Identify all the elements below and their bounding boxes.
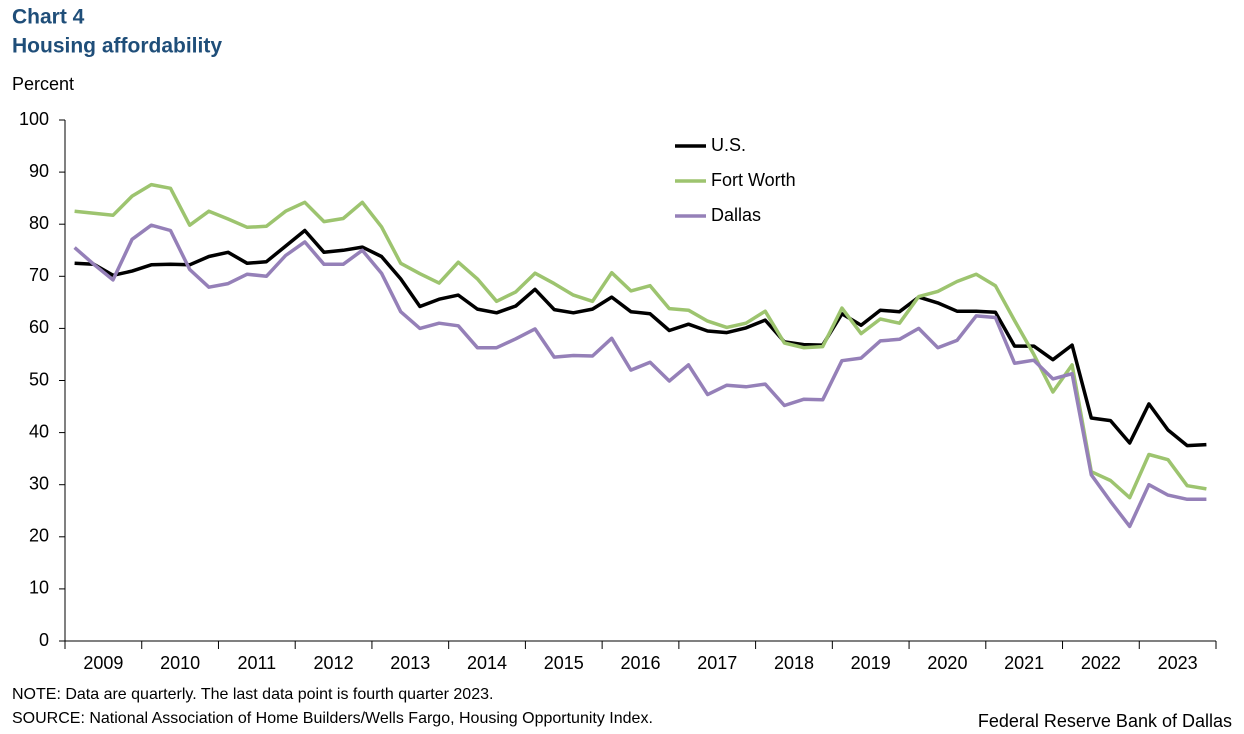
x-tick-label: 2015 [544, 653, 584, 673]
x-tick-label: 2012 [314, 653, 354, 673]
y-tick-label: 80 [29, 213, 49, 233]
y-tick-label: 20 [29, 526, 49, 546]
credit: Federal Reserve Bank of Dallas [978, 711, 1232, 731]
x-tick-label: 2021 [1004, 653, 1044, 673]
legend-label: Dallas [711, 205, 761, 225]
series-line [73, 223, 1207, 529]
x-tick-label: 2016 [620, 653, 660, 673]
source: SOURCE: National Association of Home Bui… [12, 710, 653, 727]
x-tick-label: 2013 [390, 653, 430, 673]
x-tick-label: 2019 [851, 653, 891, 673]
legend-label: Fort Worth [711, 170, 796, 190]
series-line [74, 228, 1207, 448]
x-tick-label: 2023 [1158, 653, 1198, 673]
y-tick-label: 100 [19, 109, 49, 129]
x-tick-label: 2011 [237, 653, 276, 673]
x-tick-label: 2010 [160, 653, 200, 673]
y-tick-label: 40 [29, 421, 49, 441]
y-tick-label: 10 [29, 578, 49, 598]
x-tick-label: 2014 [467, 653, 507, 673]
y-axis-label: Percent [12, 74, 74, 94]
chart-subtitle: Housing affordability [12, 35, 222, 58]
x-tick-label: 2017 [697, 653, 737, 673]
y-tick-label: 60 [29, 317, 49, 337]
chart-title: Chart 4 [12, 6, 85, 29]
x-tick-label: 2009 [83, 653, 123, 673]
y-tick-label: 50 [29, 369, 49, 389]
y-tick-label: 30 [29, 473, 49, 493]
y-tick-label: 0 [39, 630, 49, 650]
legend-label: U.S. [711, 135, 746, 155]
note: NOTE: Data are quarterly. The last data … [12, 686, 493, 703]
x-tick-label: 2018 [774, 653, 814, 673]
x-tick-label: 2022 [1081, 653, 1121, 673]
y-tick-label: 70 [29, 265, 49, 285]
series-line [74, 182, 1207, 500]
x-tick-label: 2020 [927, 653, 967, 673]
y-tick-label: 90 [29, 161, 49, 181]
